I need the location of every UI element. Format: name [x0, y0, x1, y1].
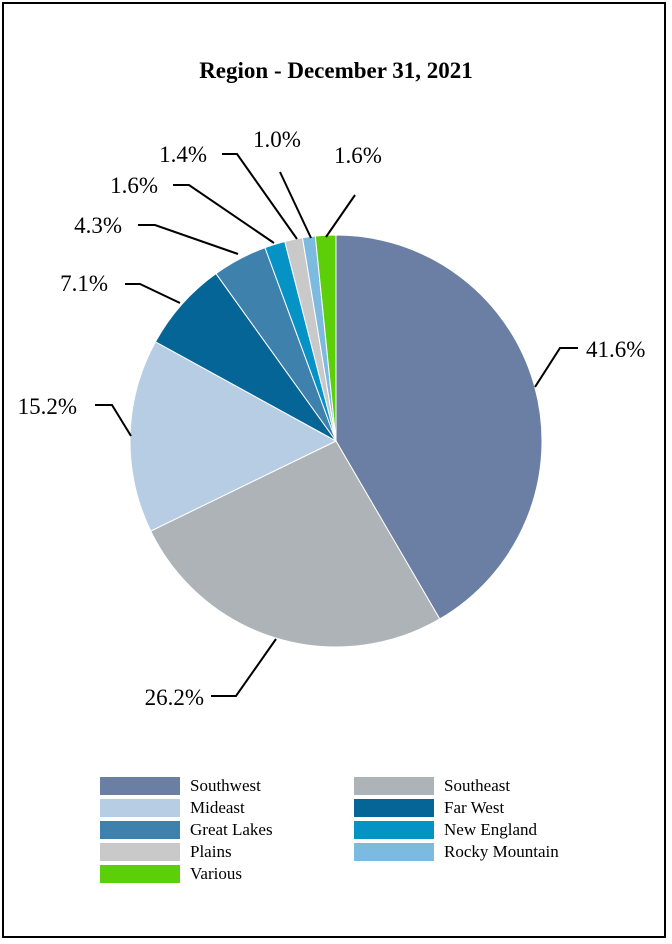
- legend-swatch: [354, 777, 434, 795]
- leader-line-great-lakes: [138, 224, 239, 255]
- legend-item-great-lakes: Great Lakes: [100, 820, 273, 840]
- leader-line-various: [325, 194, 356, 238]
- legend-swatch: [100, 843, 180, 861]
- legend-item-far-west: Far West: [354, 798, 504, 818]
- legend-item-various: Various: [100, 864, 242, 884]
- legend-item-rocky-mountain: Rocky Mountain: [354, 842, 559, 862]
- data-label-new-england: 1.6%: [110, 173, 158, 198]
- legend-label: New England: [444, 820, 538, 839]
- chart-title: Region - December 31, 2021: [199, 58, 473, 83]
- leader-line-new-england: [173, 184, 275, 244]
- leader-line-southwest: [534, 347, 578, 388]
- leader-line-mideast: [95, 404, 132, 437]
- legend-label: Far West: [444, 798, 505, 817]
- pie-slice-various: [314, 234, 337, 442]
- legend-swatch: [100, 799, 180, 817]
- data-label-rocky-mountain: 1.0%: [253, 127, 301, 152]
- legend-swatch: [354, 799, 434, 817]
- legend-label: Plains: [190, 842, 232, 861]
- legend-item-southwest: Southwest: [100, 776, 261, 796]
- legend-swatch: [354, 843, 434, 861]
- legend-label: Mideast: [190, 798, 245, 817]
- legend-label: Southeast: [444, 776, 511, 795]
- legend-swatch: [354, 821, 434, 839]
- legend-label: Rocky Mountain: [444, 842, 559, 861]
- legend-swatch: [100, 865, 180, 883]
- data-label-various: 1.6%: [334, 143, 382, 168]
- data-label-southwest: 41.6%: [586, 337, 645, 362]
- legend-item-southeast: Southeast: [354, 776, 510, 796]
- legend-item-mideast: Mideast: [100, 798, 245, 818]
- data-label-southeast: 26.2%: [145, 685, 204, 710]
- leader-line-far-west: [125, 283, 181, 304]
- leader-line-rocky-mountain: [279, 171, 312, 239]
- legend-swatch: [100, 821, 180, 839]
- data-label-great-lakes: 4.3%: [74, 213, 122, 238]
- pie-slice-southwest: [335, 234, 543, 620]
- data-label-plains: 1.4%: [159, 142, 207, 167]
- pie-slice-southeast: [150, 440, 441, 648]
- legend-item-new-england: New England: [354, 820, 537, 840]
- leader-line-plains: [222, 153, 298, 240]
- legend-item-plains: Plains: [100, 842, 232, 862]
- legend-swatch: [100, 777, 180, 795]
- data-label-mideast: 15.2%: [18, 394, 77, 419]
- legend-label: Various: [190, 864, 242, 883]
- data-label-far-west: 7.1%: [60, 271, 108, 296]
- legend-label: Southwest: [190, 776, 261, 795]
- leader-line-southeast: [211, 638, 277, 697]
- legend-label: Great Lakes: [190, 820, 273, 839]
